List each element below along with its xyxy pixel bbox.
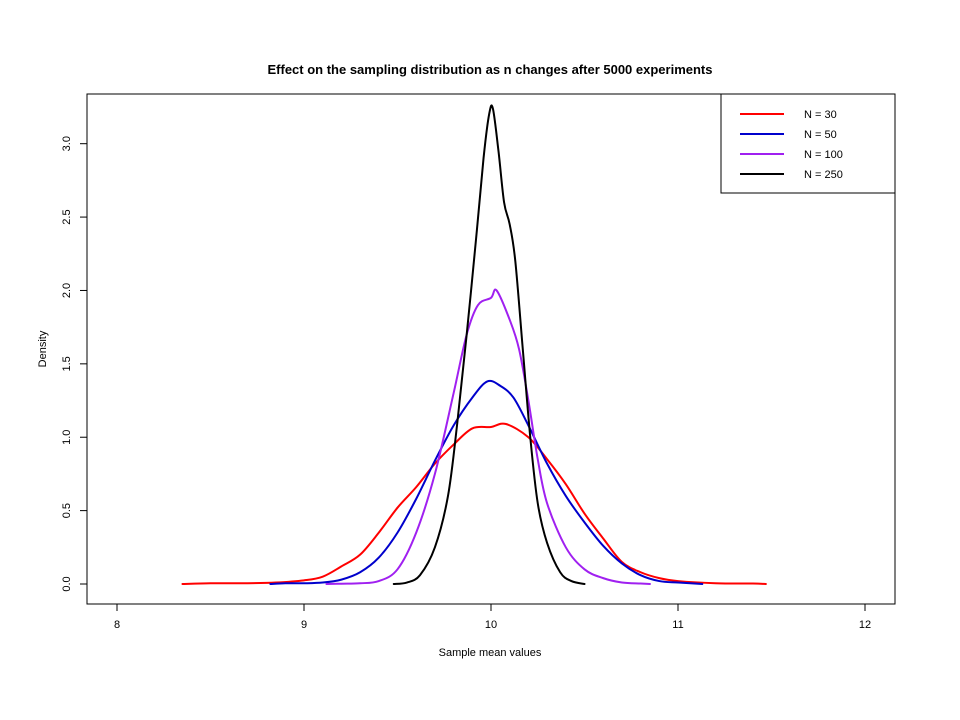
legend-label-n-100: N = 100 [804,149,843,161]
x-tick-label: 8 [114,619,120,631]
series-line-n-100 [325,288,651,585]
chart-title: Effect on the sampling distribution as n… [267,62,712,77]
x-tick-label: 11 [672,619,683,631]
series-line-n-30 [181,422,767,585]
legend-label-n-30: N = 30 [804,109,837,121]
y-tick-label: 2.0 [61,283,73,298]
series-layer [181,104,767,585]
series-line-n-50 [269,379,704,585]
legend-box [720,93,896,194]
y-tick-label: 1.5 [61,356,73,371]
y-tick-label: 0.5 [61,503,73,518]
x-tick-label: 9 [301,619,307,631]
x-tick-label: 12 [859,619,871,631]
y-tick-label: 3.0 [61,136,73,151]
x-axis-label: Sample mean values [439,647,542,659]
series-line-n-250 [392,104,586,585]
legend-label-n-50: N = 50 [804,129,837,141]
x-axis: 8 9 10 11 12 [114,603,871,631]
y-axis-label: Density [37,330,49,367]
y-tick-label: 2.5 [61,209,73,224]
y-tick-label: 1.0 [61,430,73,445]
legend: N = 30 N = 50 N = 100 N = 250 [720,93,896,194]
x-tick-label: 10 [485,619,497,631]
legend-label-n-250: N = 250 [804,169,843,181]
y-tick-label: 0.0 [61,576,73,591]
y-axis: 0.0 0.5 1.0 1.5 2.0 2.5 3.0 [61,136,88,592]
